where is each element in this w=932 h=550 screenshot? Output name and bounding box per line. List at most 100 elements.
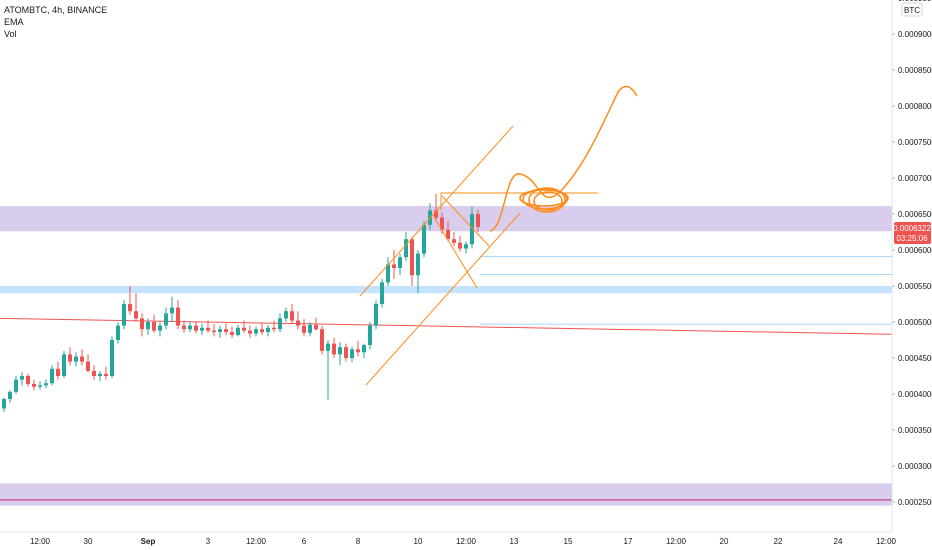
candle-body <box>56 368 60 376</box>
candle-body <box>368 325 372 346</box>
ema-indicator-label[interactable]: EMA <box>4 17 24 27</box>
candle-body <box>254 329 258 334</box>
candle-body <box>260 329 264 333</box>
last-price-tag: 0.0006322 03:25:06 <box>893 222 931 244</box>
candle-body <box>332 343 336 355</box>
candle-body <box>128 304 132 312</box>
candle-body <box>326 343 330 351</box>
candle-body <box>338 347 342 355</box>
candle-body <box>422 224 426 254</box>
candle-body <box>158 325 162 331</box>
x-tick-label: Sep <box>141 537 156 546</box>
zone-band <box>0 206 892 232</box>
candle-body <box>116 325 120 340</box>
candle-body <box>440 217 444 230</box>
candle-body <box>248 330 252 334</box>
candle-body <box>380 282 384 304</box>
candle-body <box>458 242 462 249</box>
candle-body <box>110 340 114 376</box>
candle-body <box>290 311 294 321</box>
candle-body <box>398 257 402 268</box>
candle-body <box>152 322 156 331</box>
candle-body <box>356 349 360 353</box>
candle-body <box>386 264 390 283</box>
candle-body <box>104 373 108 376</box>
candle-body <box>242 327 246 331</box>
volume-indicator-label[interactable]: Vol <box>4 29 17 39</box>
candle-body <box>296 320 300 326</box>
candle-body <box>452 239 456 243</box>
candle-body <box>230 332 234 335</box>
candle-body <box>410 239 414 276</box>
flag-line-2 <box>433 216 478 289</box>
chart-legend: ATOMBTC, 4h, BINANCE EMA Vol <box>4 4 107 40</box>
scale-badge[interactable] <box>901 2 923 17</box>
candle-body <box>302 325 306 333</box>
candle-body <box>80 356 84 362</box>
candle-body <box>344 347 348 358</box>
x-tick-label: 3 <box>206 537 211 546</box>
candle-body <box>308 324 312 333</box>
candle-body <box>200 327 204 331</box>
candle-body <box>284 311 288 319</box>
last-price-value: 0.0006322 <box>893 224 931 233</box>
candle-body <box>176 307 180 326</box>
candle-body <box>32 383 36 387</box>
channel-lower-line <box>365 212 521 386</box>
candle-body <box>74 356 78 362</box>
x-tick-label: 10 <box>414 537 423 546</box>
zone-band <box>0 286 892 294</box>
countdown-timer: 03:25:06 <box>896 234 928 243</box>
candle-body <box>212 330 216 333</box>
candle-body <box>320 329 324 351</box>
candle-body <box>98 373 102 376</box>
x-tick-label: 20 <box>720 537 729 546</box>
candle-body <box>218 329 222 333</box>
candle-body <box>434 210 438 218</box>
target-circle-scribble <box>519 187 569 213</box>
candle-body <box>206 327 210 331</box>
candle-body <box>266 327 270 333</box>
y-tick-label: 0.0009500 <box>898 0 932 3</box>
candle-body <box>50 368 54 384</box>
candle-body <box>224 329 228 333</box>
candle-body <box>236 327 240 335</box>
x-tick-label: 12:00 <box>666 537 687 546</box>
time-axis[interactable]: 12:00 30 Sep 3 12:00 6 8 10 12:00 13 15 17 12:00 20 22… <box>0 531 897 546</box>
candle-body <box>140 318 144 330</box>
symbol-title[interactable]: ATOMBTC, 4h, BINANCE <box>4 5 108 15</box>
candlestick-series <box>2 193 480 412</box>
user-drawings[interactable] <box>359 85 638 386</box>
scale-badge-label: BTC <box>904 6 920 15</box>
candle-body <box>122 304 126 326</box>
candle-body <box>68 354 72 362</box>
horizontal-lines <box>0 256 892 501</box>
candle-body <box>272 327 276 330</box>
x-tick-label: 12:00 <box>456 537 477 546</box>
candle-body <box>464 244 468 249</box>
zone-band <box>0 483 892 506</box>
x-tick-label: 30 <box>84 537 93 546</box>
candle-body <box>26 376 30 384</box>
x-tick-label: 12:00 <box>876 537 897 546</box>
candle-body <box>392 264 396 268</box>
x-tick-label: 13 <box>510 537 519 546</box>
candle-body <box>278 318 282 330</box>
candle-body <box>404 239 408 258</box>
x-tick-label: 8 <box>356 537 361 546</box>
candle-body <box>476 214 480 227</box>
x-tick-label: 6 <box>302 537 307 546</box>
candle-body <box>62 354 66 376</box>
